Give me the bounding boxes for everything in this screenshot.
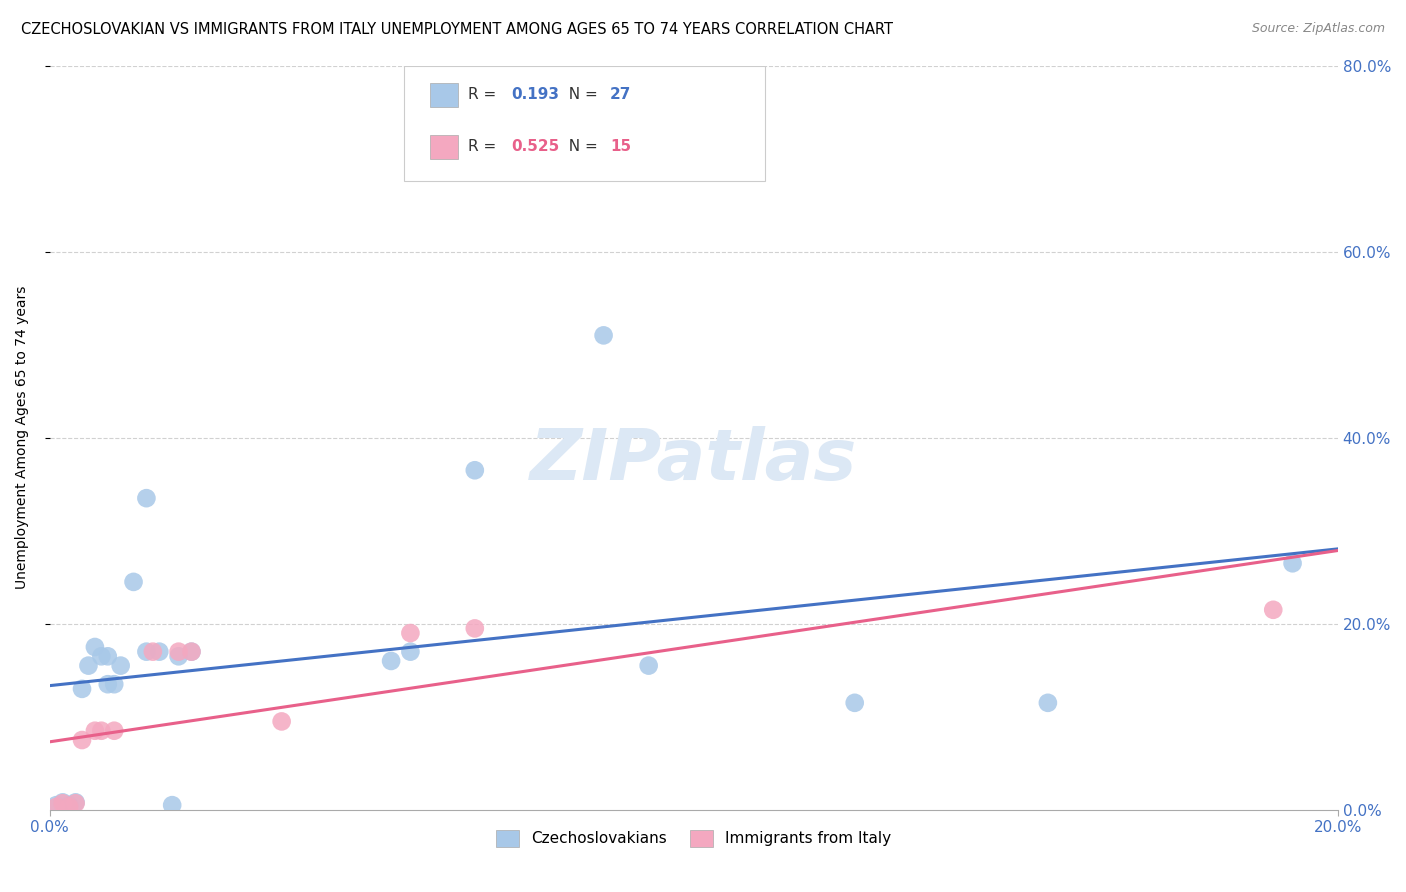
Point [380, 654, 402, 668]
Point [103, 677, 125, 691]
Point [70, 733, 93, 747]
Point [122, 574, 145, 589]
Text: CZECHOSLOVAKIAN VS IMMIGRANTS FROM ITALY UNEMPLOYMENT AMONG AGES 65 TO 74 YEARS : CZECHOSLOVAKIAN VS IMMIGRANTS FROM ITALY… [21, 22, 893, 37]
Text: Source: ZipAtlas.com: Source: ZipAtlas.com [1251, 22, 1385, 36]
Point [77, 658, 100, 673]
Point [148, 645, 170, 659]
Point [135, 491, 157, 505]
Point [180, 645, 202, 659]
Point [142, 645, 165, 659]
Point [135, 645, 157, 659]
Point [637, 658, 659, 673]
Point [110, 658, 132, 673]
Point [167, 645, 190, 659]
Point [45, 800, 67, 814]
FancyBboxPatch shape [430, 83, 458, 106]
Text: R =: R = [468, 139, 502, 154]
FancyBboxPatch shape [404, 66, 765, 181]
Point [65, 797, 87, 811]
Point [180, 645, 202, 659]
Point [58, 800, 80, 814]
Point [103, 723, 125, 738]
Point [52, 797, 75, 811]
Point [52, 796, 75, 810]
Point [45, 798, 67, 813]
Point [70, 681, 93, 696]
Text: N =: N = [558, 87, 602, 102]
Text: 0.193: 0.193 [510, 87, 558, 102]
Point [58, 798, 80, 813]
Point [592, 328, 614, 343]
FancyBboxPatch shape [430, 135, 458, 159]
Point [84, 640, 107, 654]
Point [1281, 556, 1303, 570]
Y-axis label: Unemployment Among Ages 65 to 74 years: Unemployment Among Ages 65 to 74 years [15, 286, 30, 590]
Text: 0.525: 0.525 [510, 139, 560, 154]
Point [65, 796, 87, 810]
Text: N =: N = [558, 139, 602, 154]
Point [399, 645, 422, 659]
Point [84, 723, 107, 738]
Point [160, 798, 183, 813]
Text: ZIPatlas: ZIPatlas [530, 425, 858, 494]
Point [270, 714, 292, 729]
Text: R =: R = [468, 87, 502, 102]
Point [90, 723, 112, 738]
Point [399, 626, 422, 640]
Text: 27: 27 [610, 87, 631, 102]
Point [1036, 696, 1059, 710]
Point [97, 649, 120, 664]
Point [90, 649, 112, 664]
Text: 15: 15 [610, 139, 631, 154]
Legend: Czechoslovakians, Immigrants from Italy: Czechoslovakians, Immigrants from Italy [488, 822, 898, 855]
Point [1263, 603, 1285, 617]
Point [464, 621, 486, 635]
Point [464, 463, 486, 477]
Point [97, 677, 120, 691]
Point [844, 696, 866, 710]
Point [167, 649, 190, 664]
